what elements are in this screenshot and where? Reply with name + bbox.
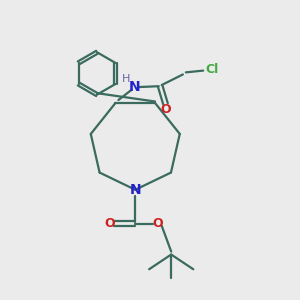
Text: H: H [122,74,130,84]
Text: O: O [153,217,163,230]
Text: O: O [160,103,171,116]
Text: N: N [128,80,140,94]
Text: Cl: Cl [206,63,219,76]
Text: N: N [130,183,141,197]
Text: O: O [104,217,115,230]
